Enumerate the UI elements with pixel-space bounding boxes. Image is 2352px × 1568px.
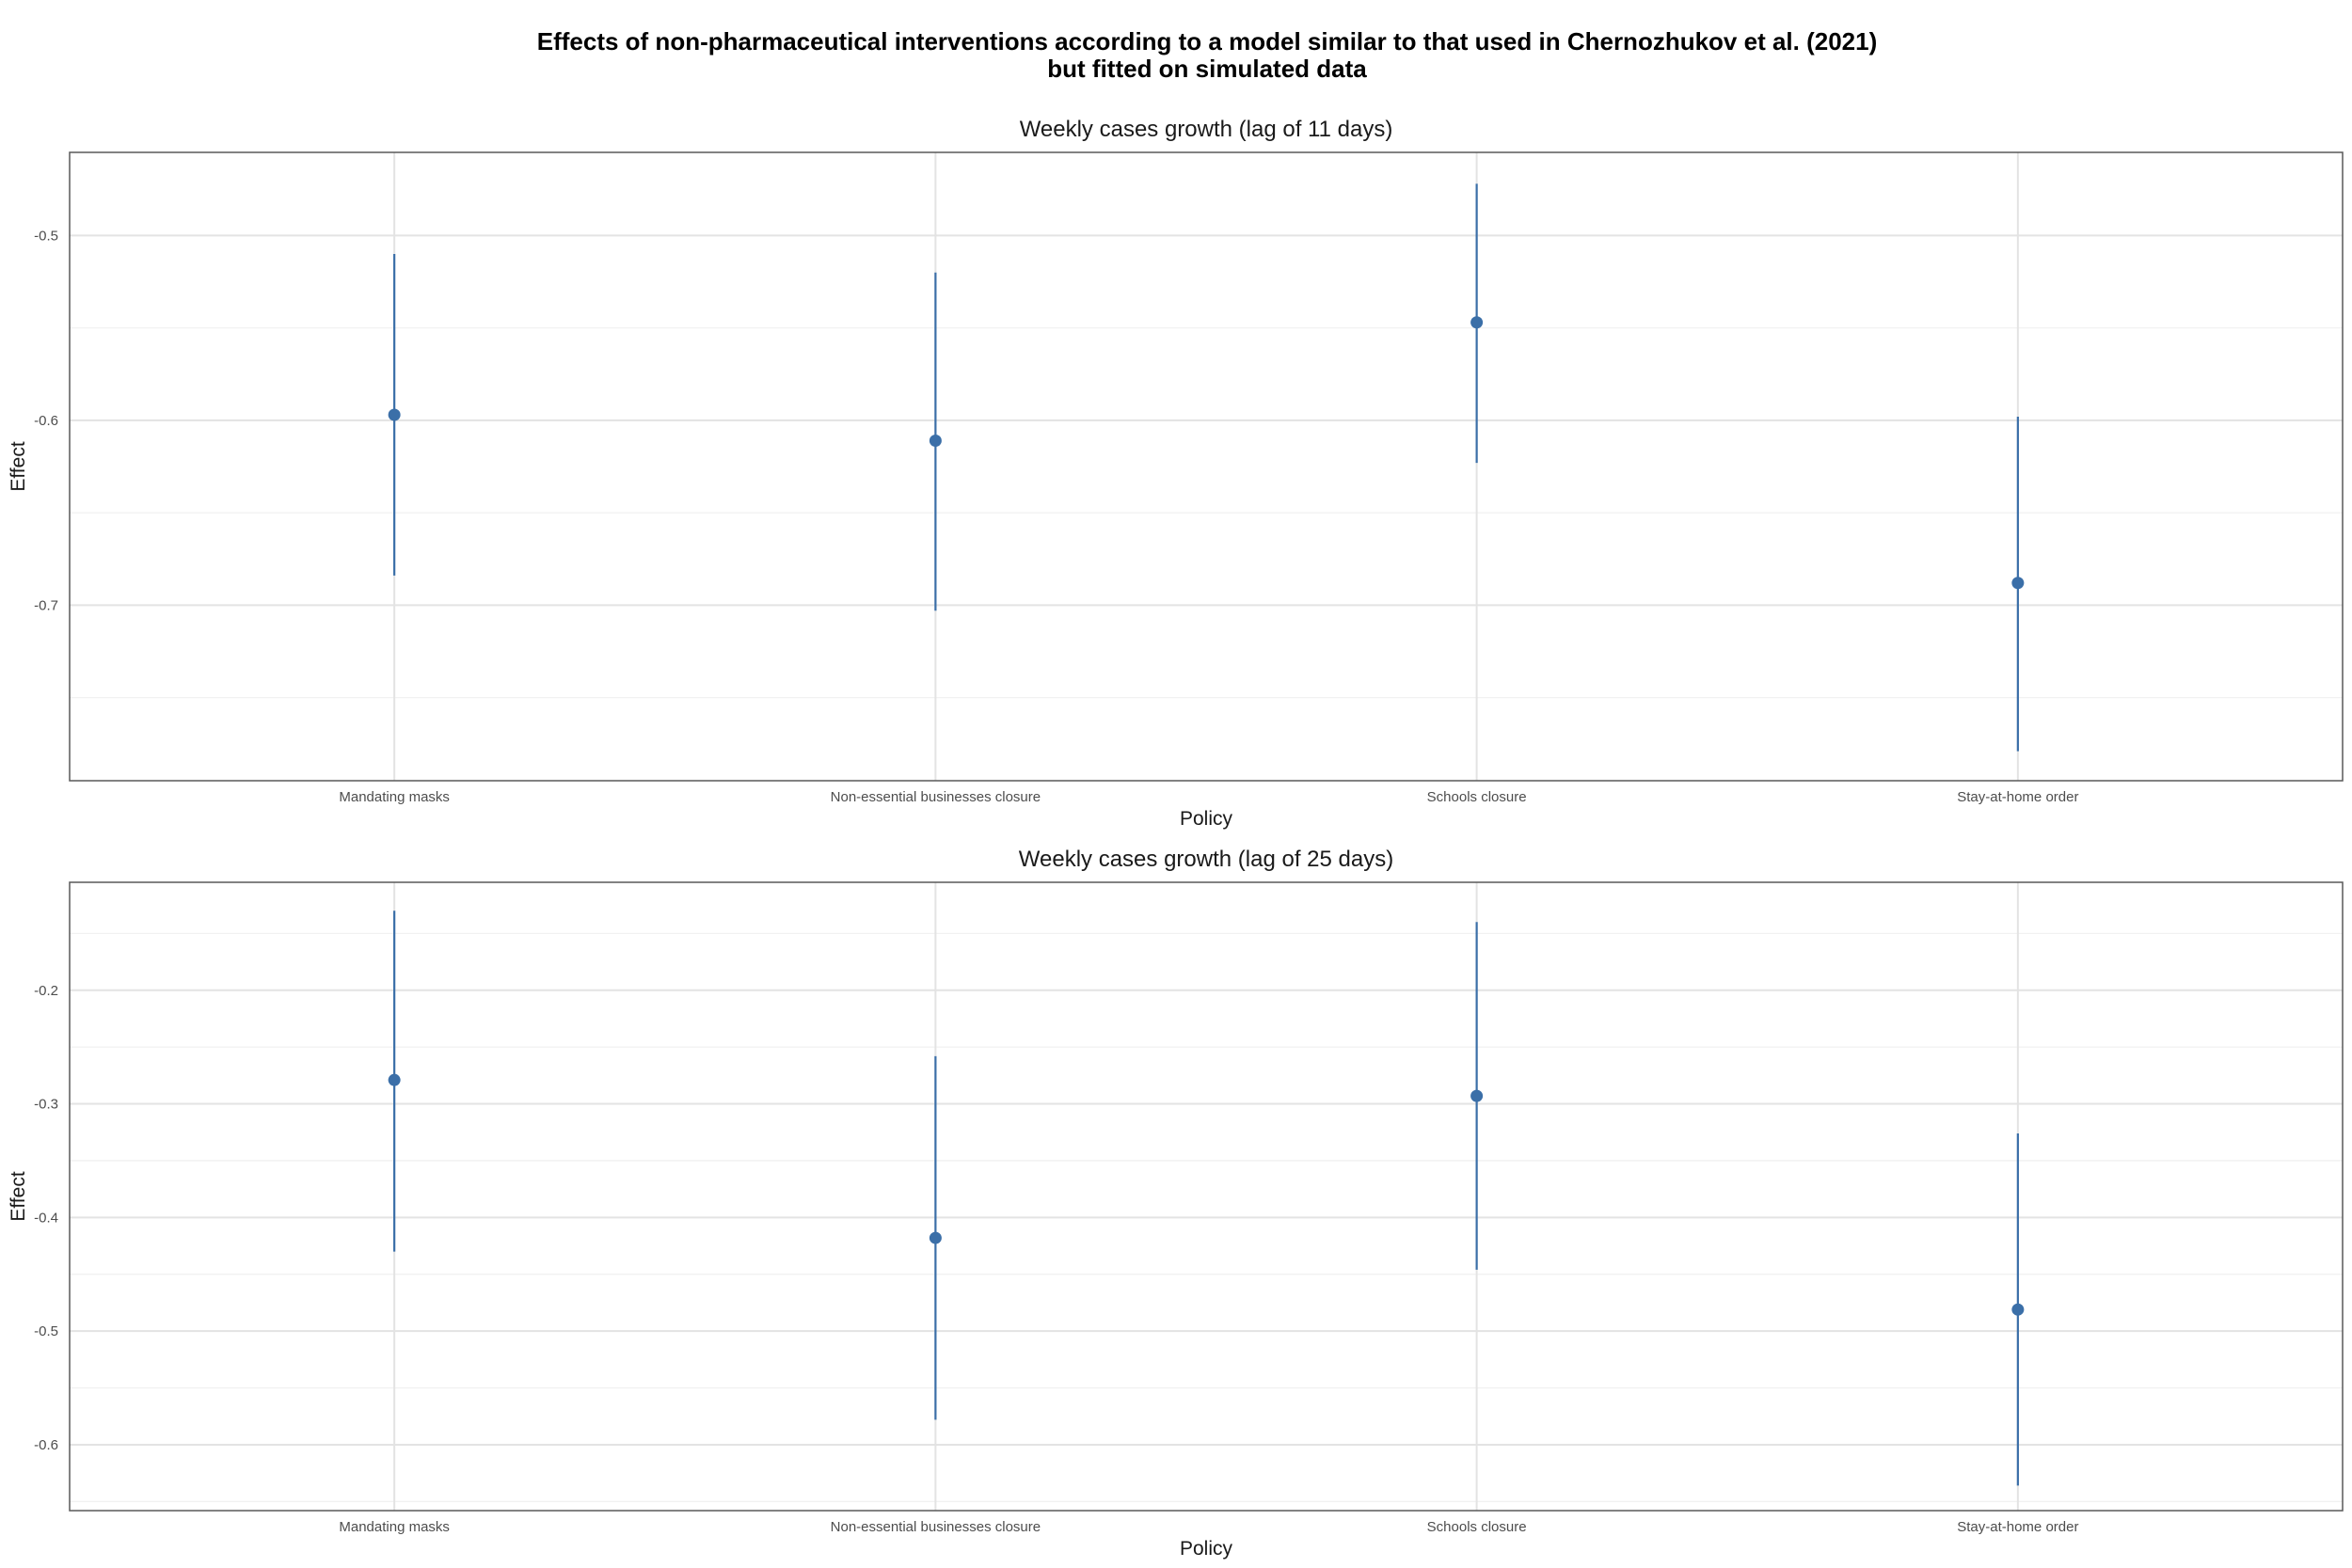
x-tick-label: Schools closure (1427, 789, 1527, 805)
y-tick-label: -0.7 (34, 597, 58, 613)
x-tick-label: Non-essential businesses closure (831, 789, 1041, 805)
x-axis-label: Policy (1180, 808, 1233, 830)
y-axis-label: Effect (8, 1171, 29, 1221)
x-tick-label: Mandating masks (339, 789, 450, 805)
y-tick-label: -0.2 (34, 983, 58, 999)
panel-lag-25: Weekly cases growth (lag of 25 days) -0.… (8, 847, 2344, 1560)
y-tick-label: -0.6 (34, 413, 58, 429)
x-tick-label: Stay-at-home order (1957, 1519, 2078, 1535)
panel-border (69, 881, 2344, 1512)
y-tick-labels: -0.6 -0.5 -0.4 -0.3 -0.2 (34, 983, 58, 1453)
x-tick-label: Schools closure (1427, 1519, 1527, 1535)
y-tick-label: -0.5 (34, 228, 58, 244)
x-tick-labels: Mandating masks Non-essential businesses … (339, 1519, 2078, 1535)
y-tick-label: -0.3 (34, 1097, 58, 1113)
x-tick-label: Non-essential businesses closure (831, 1519, 1041, 1535)
y-tick-label: -0.4 (34, 1210, 58, 1226)
data-point (388, 1073, 401, 1086)
data-marks (388, 183, 2025, 752)
data-marks (388, 911, 2025, 1486)
data-point (2011, 577, 2025, 590)
data-point (1470, 316, 1484, 329)
data-point (388, 408, 401, 421)
panel-title: Weekly cases growth (lag of 25 days) (1019, 847, 1393, 872)
y-tick-label: -0.6 (34, 1437, 58, 1453)
data-point (2011, 1303, 2025, 1316)
x-axis-label: Policy (1180, 1538, 1233, 1560)
data-point (929, 434, 942, 447)
x-tick-label: Mandating masks (339, 1519, 450, 1535)
data-point (929, 1231, 942, 1244)
figure-title-line-2: but fitted on simulated data (1047, 55, 1367, 83)
y-tick-label: -0.5 (34, 1323, 58, 1339)
data-point (1470, 1089, 1484, 1102)
panel-title: Weekly cases growth (lag of 11 days) (1020, 117, 1393, 142)
grid-lines (70, 882, 2343, 1511)
x-tick-labels: Mandating masks Non-essential businesses … (339, 789, 2078, 805)
panel-lag-11: Weekly cases growth (lag of 11 days) -0.… (8, 117, 2344, 830)
y-axis-label: Effect (8, 441, 29, 491)
y-tick-labels: -0.7 -0.6 -0.5 (34, 228, 58, 613)
x-tick-label: Stay-at-home order (1957, 789, 2078, 805)
figure-title-line-1: Effects of non-pharmaceutical interventi… (537, 27, 1878, 55)
panel-border (69, 151, 2344, 782)
